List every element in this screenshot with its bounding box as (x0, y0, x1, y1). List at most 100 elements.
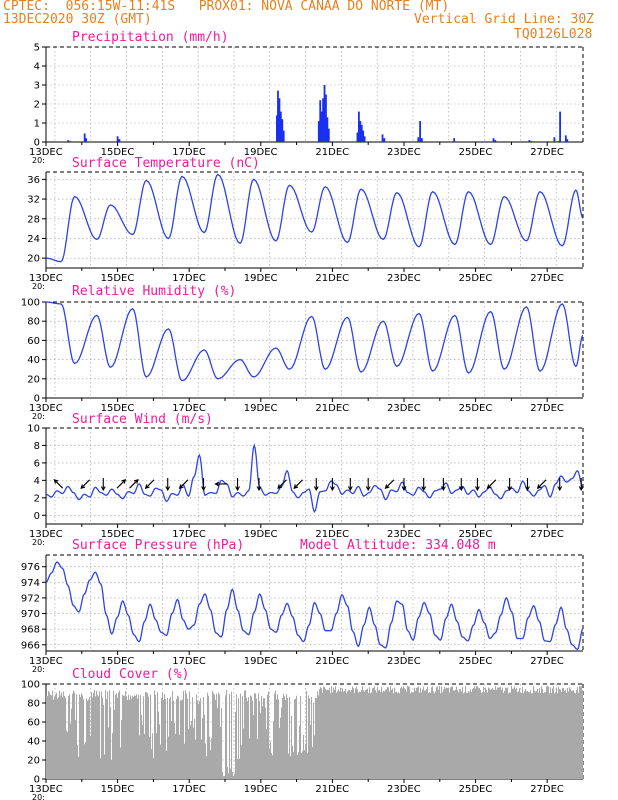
cloud-cover-bar (83, 699, 85, 779)
cloud-cover-bar (527, 691, 529, 779)
cloud-cover-bar (357, 689, 359, 779)
cloud-cover-bar (580, 686, 582, 779)
cloud-cover-bar (402, 688, 404, 779)
cloud-cover-bar (352, 686, 354, 779)
y-tick-label: 60 (27, 336, 40, 347)
cloud-cover-bar (542, 689, 544, 779)
cloud-cover-bar (61, 692, 63, 779)
cloud-cover-bar (326, 690, 328, 779)
cloud-cover-bar (367, 688, 369, 779)
cloud-cover-bar (331, 686, 333, 779)
cloud-cover-bar (410, 693, 412, 779)
cloud-cover-bar (538, 692, 540, 779)
cloud-cover-bar (210, 750, 212, 779)
panel-title: Surface Temperature (nC) (72, 156, 260, 171)
precip-bar (279, 111, 282, 142)
wind-arrow-head (100, 486, 106, 492)
cloud-cover-bar (503, 692, 505, 779)
cloud-cover-bar (266, 728, 268, 779)
cloud-cover-bar (425, 690, 427, 779)
wind-arrow-shaft (385, 479, 395, 489)
cloud-cover-bar (53, 699, 55, 779)
cloud-cover-bar (559, 689, 561, 779)
precip-bar (381, 134, 384, 142)
cloud-cover-bar (418, 686, 420, 779)
cloud-cover-bar (522, 686, 524, 779)
cloud-cover-bar (329, 687, 331, 779)
x-tick-label: 19DEC (244, 403, 278, 414)
wind-arrow-head (178, 484, 184, 490)
cloud-cover-bar (144, 734, 146, 779)
cloud-cover-bar (158, 711, 160, 779)
cloud-cover-bar (298, 752, 300, 779)
cloud-cover-bar (506, 688, 508, 779)
precip-bar (492, 138, 495, 142)
cloud-cover-bar (69, 694, 71, 779)
cloud-cover-bar (77, 745, 79, 779)
cloud-cover-bar (261, 696, 263, 779)
cloud-cover-bar (330, 693, 332, 779)
x-tick-label: 15DEC (101, 529, 135, 540)
cloud-cover-bar (297, 754, 299, 779)
cloud-cover-bar (497, 687, 499, 779)
cloud-cover-bar (336, 692, 338, 779)
cloud-cover-bar (182, 699, 184, 779)
cloud-cover-bar (460, 689, 462, 779)
y-tick-label: 28 (27, 214, 40, 225)
cloud-cover-bar (252, 700, 254, 779)
cloud-cover-bar (378, 690, 380, 779)
x-tick-label: 25DEC (459, 273, 493, 284)
cloud-cover-bar (234, 773, 236, 779)
cloud-cover-bar (561, 692, 563, 779)
cloud-cover-bar (438, 689, 440, 779)
cloud-cover-bar (138, 694, 140, 779)
y-tick-label: 3 (34, 81, 40, 92)
y-tick-label: 2 (34, 100, 40, 111)
cloud-cover-bar (180, 700, 182, 779)
cloud-cover-bar (355, 688, 357, 779)
cloud-cover-bar (362, 686, 364, 779)
y-tick-label: 2 (34, 493, 40, 504)
cloud-cover-bar (66, 730, 68, 779)
cloud-cover-bar (128, 694, 130, 779)
cloud-cover-bar (430, 692, 432, 779)
wind-arrow (347, 478, 353, 492)
cloud-cover-bar (296, 695, 298, 779)
cloud-cover-bar (472, 689, 474, 779)
cloud-cover-bar (441, 686, 443, 779)
cloud-cover-bar (494, 689, 496, 779)
cloud-cover-bar (48, 691, 50, 779)
wind-arrow-shaft (487, 479, 497, 489)
cloud-cover-bar (521, 692, 523, 779)
wind-arrow-head (557, 486, 563, 492)
wind-arrow (474, 478, 480, 492)
cloud-cover-bar (540, 693, 542, 779)
header-station: PROX01: NOVA CANAA DO NORTE (MT) (198, 0, 450, 14)
x-tick-label: 19DEC (244, 784, 278, 795)
precip-bar (277, 90, 279, 142)
cloud-cover-bar (281, 707, 283, 779)
cloud-cover-bar (287, 697, 289, 779)
cloud-cover-bar (571, 690, 573, 779)
cloud-cover-bar (396, 691, 398, 779)
cloud-cover-bar (226, 689, 228, 779)
cloud-cover-bar (322, 692, 324, 779)
wind-arrow (401, 478, 407, 492)
cloud-cover-bar (473, 688, 475, 779)
x-tick-label: 25DEC (459, 529, 493, 540)
cloud-cover-bar (81, 693, 83, 779)
wind-arrow (165, 478, 171, 492)
cloud-cover-bar (550, 687, 552, 779)
x-tick-label: 17DEC (172, 784, 206, 795)
cloud-cover-bar (317, 691, 319, 779)
x-tick-label: 17DEC (172, 403, 206, 414)
wind-arrow-head (536, 484, 542, 490)
cloud-cover-bar (553, 686, 555, 779)
cloud-cover-bar (156, 733, 158, 779)
cloud-cover-bar (488, 687, 490, 779)
cloud-cover-bar (314, 735, 316, 779)
cloud-cover-bar (248, 697, 250, 779)
cloud-cover-bar (256, 698, 258, 779)
cloud-cover-bar (116, 693, 118, 779)
x-tick-label: 27DEC (530, 529, 564, 540)
